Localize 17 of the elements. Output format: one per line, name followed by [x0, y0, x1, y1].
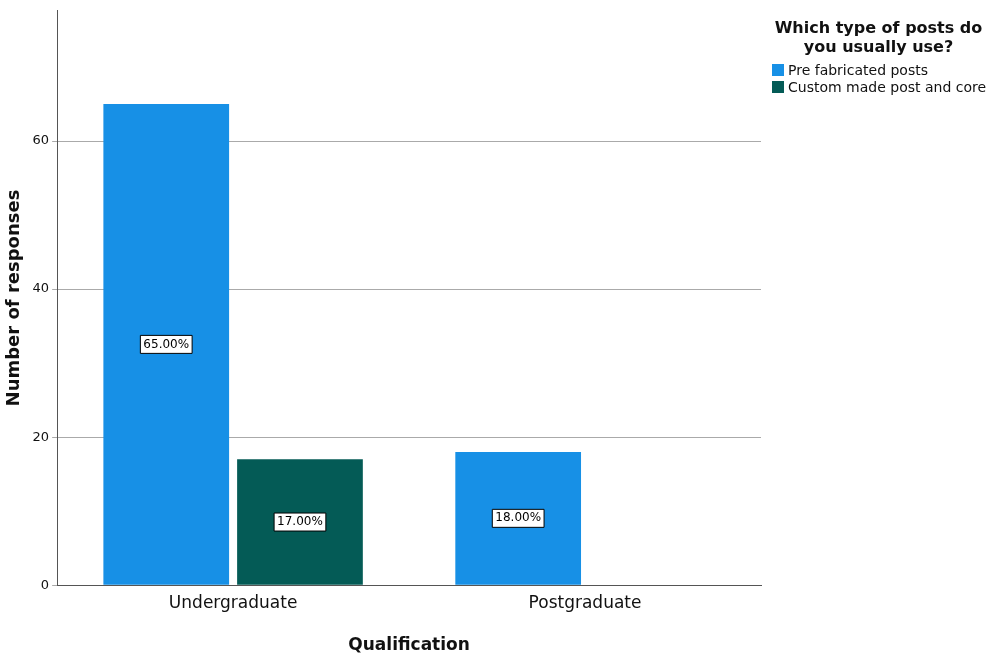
bar: [237, 459, 363, 585]
x-tick-label: Postgraduate: [528, 591, 642, 612]
y-tick-label: 0: [40, 576, 50, 592]
bar: [455, 451, 582, 585]
y-tick-label: 60: [32, 132, 50, 148]
legend-label: Custom made post and core: [788, 79, 987, 95]
data-label: 17.00%: [277, 514, 323, 529]
y-axis-title: Number of responses: [2, 189, 24, 407]
y-tick-label: 40: [32, 280, 50, 296]
x-tick-label: Undergraduate: [168, 591, 298, 612]
bar: [103, 104, 230, 585]
data-label: 65.00%: [143, 336, 190, 351]
data-label: 18.00%: [495, 510, 542, 525]
legend-title: Which type of posts do you usually use?: [773, 18, 984, 56]
legend-label: Pre fabricated posts: [788, 62, 928, 78]
y-tick-label: 20: [32, 428, 50, 444]
x-axis-title: Qualification: [348, 634, 470, 655]
